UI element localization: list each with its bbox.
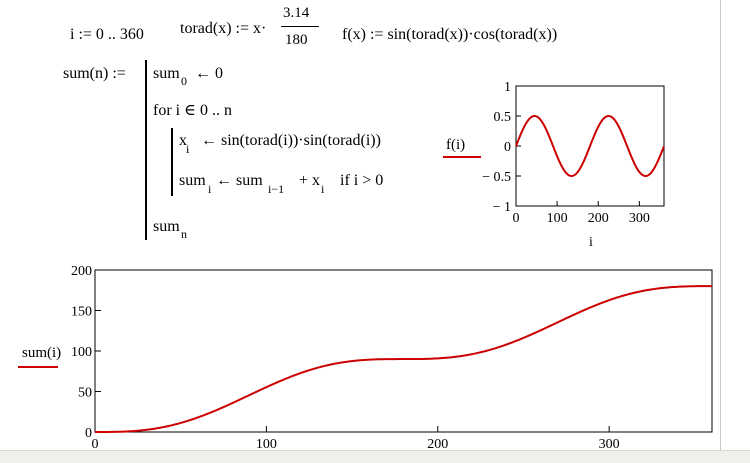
- program-outer-bar: [145, 60, 147, 240]
- fraction-bar: [281, 26, 319, 27]
- program-line-1-rest: ← 0: [195, 65, 223, 82]
- sum-plot-xtick-label: 300: [599, 437, 620, 450]
- program-line-4: sum: [179, 172, 206, 189]
- program-return-subscript: n: [181, 227, 187, 241]
- program-line-1-subscript: 0: [181, 74, 187, 88]
- sum-plot-xtick-label: 200: [427, 437, 448, 450]
- program-line-4-sub-i: i: [208, 182, 212, 196]
- program-line-3: x: [179, 132, 187, 149]
- f-plot-ytick-label: 0.5: [494, 110, 512, 125]
- sum-plot-ytick-label: 100: [71, 345, 92, 360]
- sum-plot-ytick-label: 50: [78, 386, 92, 401]
- torad-numerator: 3.14: [283, 5, 310, 21]
- program-inner-bar: [171, 128, 173, 196]
- range-definition[interactable]: i := 0 .. 360: [70, 26, 144, 43]
- sum-plot-xtick-label: 100: [256, 437, 277, 450]
- sum-plot-ytick-label: 150: [71, 305, 92, 320]
- f-plot-xlabel: i: [589, 235, 593, 250]
- program-for-loop: for i ∈ 0 .. n: [153, 102, 232, 119]
- program-line-4-sub-i2: i: [321, 182, 325, 196]
- sum-plot-ytick-label: 0: [85, 426, 92, 441]
- program-line-4-condition: if i > 0: [340, 172, 384, 189]
- sum-function-label[interactable]: sum(n) :=: [63, 65, 126, 82]
- status-bar: [0, 450, 750, 463]
- torad-definition[interactable]: torad(x) := x·: [180, 20, 267, 37]
- torad-denominator: 180: [285, 32, 308, 48]
- sum-plot[interactable]: 200 150 100 50 0 0 100 200 300: [60, 262, 720, 450]
- program-line-4-plus: + x: [299, 172, 321, 189]
- sum-plot-ytick-label: 200: [71, 264, 92, 279]
- f-plot-ytick-label: − 0.5: [482, 170, 511, 185]
- program-line-3-subscript: i: [186, 142, 190, 156]
- program-return: sum: [153, 218, 180, 235]
- f-plot-xtick-label: 100: [547, 211, 568, 226]
- program-line-1: sum: [153, 65, 180, 82]
- f-plot-ytick-label: 1: [504, 80, 511, 95]
- f-plot-xtick-label: 300: [629, 211, 650, 226]
- sum-plot-ylabel: sum(i): [22, 345, 62, 361]
- f-plot-legend-line: [443, 156, 481, 158]
- f-plot-series-line: [515, 114, 665, 178]
- f-plot-xtick-label: 0: [513, 211, 520, 226]
- sum-plot-xtick-label: 0: [92, 437, 99, 450]
- f-definition[interactable]: f(x) := sin(torad(x))·cos(torad(x)): [342, 26, 558, 43]
- program-line-4-sub-im1: i−1: [268, 182, 285, 196]
- sum-plot-frame: [94, 269, 713, 433]
- program-line-4-mid: ← sum: [216, 172, 263, 189]
- worksheet: i := 0 .. 360 torad(x) := x· 3.14 180 f(…: [18, 5, 720, 450]
- f-plot[interactable]: 1 0.5 0 − 0.5 − 1 0 100 200 300 i: [470, 78, 680, 253]
- sum-plot-legend-line: [18, 366, 58, 368]
- f-plot-ytick-label: 0: [504, 140, 511, 155]
- f-plot-ytick-label: − 1: [493, 200, 511, 215]
- page-right-edge: [720, 0, 721, 450]
- f-plot-ylabel: f(i): [446, 137, 466, 153]
- program-line-3-rest: ← sin(torad(i))·sin(torad(i)): [201, 132, 381, 149]
- sum-plot-series-line: [95, 285, 712, 433]
- f-plot-xtick-label: 200: [588, 211, 609, 226]
